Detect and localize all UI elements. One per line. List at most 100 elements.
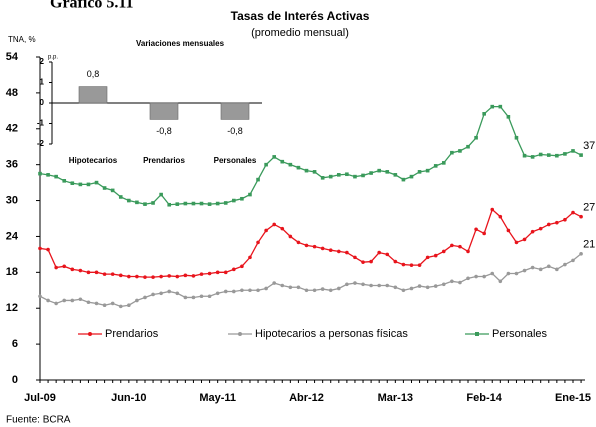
marker — [183, 201, 188, 206]
marker — [522, 153, 527, 158]
marker — [191, 295, 196, 300]
marker — [288, 234, 293, 239]
marker — [94, 301, 99, 306]
inset-x-tick-label: Hipotecarios — [69, 156, 118, 165]
marker — [232, 198, 236, 203]
y-tick-label: 36 — [6, 159, 18, 171]
marker — [38, 171, 42, 176]
marker — [571, 149, 575, 153]
inset-y-tick-label: 0 — [40, 98, 45, 107]
marker — [328, 288, 333, 293]
marker — [514, 271, 519, 276]
marker — [78, 268, 83, 273]
marker — [369, 171, 373, 175]
marker — [110, 301, 115, 306]
marker — [498, 279, 503, 284]
marker — [223, 289, 228, 294]
marker — [143, 275, 147, 279]
y-tick-label: 54 — [6, 51, 19, 63]
marker — [215, 201, 220, 206]
x-tick-label: Abr-12 — [289, 392, 324, 404]
marker — [167, 202, 172, 207]
legend-label: Personales — [492, 328, 548, 340]
marker — [401, 288, 406, 293]
marker — [127, 198, 131, 203]
marker — [555, 153, 559, 158]
marker — [151, 275, 155, 279]
marker — [385, 283, 390, 288]
marker — [312, 170, 317, 174]
marker — [393, 173, 398, 177]
marker — [207, 202, 212, 206]
marker — [353, 281, 357, 285]
marker — [46, 247, 50, 252]
marker — [514, 240, 519, 245]
marker — [175, 202, 180, 206]
marker — [240, 264, 244, 269]
marker — [94, 270, 99, 275]
marker — [409, 263, 414, 267]
marker — [571, 210, 575, 215]
marker — [223, 270, 228, 275]
marker — [530, 265, 535, 270]
marker — [143, 202, 147, 206]
marker — [482, 274, 486, 279]
marker — [151, 292, 155, 297]
marker — [272, 222, 276, 227]
chart-title: Tasas de Interés Activas — [231, 9, 370, 23]
marker — [102, 186, 107, 190]
series-line — [39, 208, 582, 278]
marker — [240, 196, 244, 201]
bar-value-label: -0,8 — [227, 126, 243, 136]
marker — [296, 165, 301, 170]
marker — [450, 150, 454, 155]
marker — [159, 291, 163, 296]
marker — [288, 162, 293, 167]
marker — [530, 229, 535, 234]
marker — [466, 276, 470, 281]
marker — [264, 162, 268, 167]
marker — [401, 177, 406, 182]
marker — [127, 303, 131, 308]
y-tick-label: 24 — [6, 230, 19, 242]
inset-y-tick-label: -2 — [37, 139, 45, 148]
marker — [450, 243, 454, 248]
marker — [345, 250, 349, 255]
inset-y-tick-label: 2 — [40, 57, 45, 66]
marker — [417, 170, 422, 174]
marker — [199, 272, 204, 276]
marker — [514, 135, 519, 140]
legend-label: Prendarios — [105, 328, 159, 340]
marker — [46, 298, 50, 303]
marker — [498, 104, 503, 109]
marker — [54, 174, 58, 179]
marker — [353, 174, 357, 179]
legend-label: Hipotecarios a personas físicas — [255, 328, 408, 340]
marker — [280, 283, 285, 288]
marker — [175, 291, 180, 296]
marker — [288, 285, 293, 290]
marker — [199, 201, 204, 206]
x-tick-label: Feb-14 — [466, 392, 502, 404]
marker — [579, 214, 583, 219]
marker — [490, 104, 495, 109]
marker — [151, 201, 155, 205]
marker — [232, 289, 236, 294]
marker — [127, 274, 131, 279]
marker — [490, 207, 495, 212]
marker — [337, 286, 341, 291]
x-tick-label: Ene-15 — [555, 392, 591, 404]
marker — [143, 295, 147, 300]
marker — [563, 262, 567, 267]
x-tick-label: Mar-13 — [378, 392, 413, 404]
y-tick-label: 30 — [6, 194, 18, 206]
end-label: 21,1 — [583, 239, 596, 251]
y-tick-label: 42 — [6, 123, 18, 135]
marker — [272, 155, 276, 159]
marker — [183, 295, 188, 300]
marker — [207, 294, 212, 299]
y-tick-label: 48 — [6, 87, 18, 99]
marker — [466, 144, 470, 149]
marker — [433, 253, 438, 258]
